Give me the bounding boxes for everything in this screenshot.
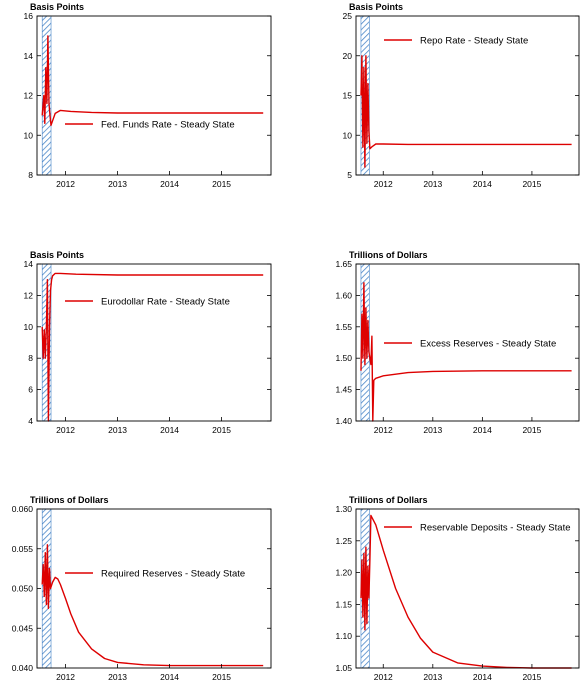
x-tick-label: 2015 bbox=[522, 179, 541, 189]
plot-frame bbox=[36, 15, 272, 176]
y-tick-label: 1.55 bbox=[335, 322, 352, 332]
series-line bbox=[360, 282, 572, 422]
series-line bbox=[41, 272, 264, 422]
y-tick-label: 15 bbox=[343, 91, 353, 101]
unit-label: Basis Points bbox=[30, 2, 84, 12]
x-tick-label: 2014 bbox=[473, 672, 492, 682]
plot-frame bbox=[355, 263, 580, 422]
y-tick-label: 1.30 bbox=[335, 504, 352, 514]
y-tick-label: 1.40 bbox=[335, 416, 352, 426]
chart-panel-1: Basis Points 8 10 12 14 16 2012 2013 2014 2015 Fed… bbox=[24, 2, 272, 189]
legend-label: Eurodollar Rate - Steady State bbox=[101, 297, 230, 308]
y-tick-label: 1.05 bbox=[335, 663, 352, 673]
y-tick-label: 0.050 bbox=[12, 584, 34, 594]
x-tick-label: 2013 bbox=[108, 179, 127, 189]
x-tick-label: 2015 bbox=[522, 425, 541, 435]
y-tick-label: 1.65 bbox=[335, 259, 352, 269]
x-tick-label: 2014 bbox=[160, 425, 179, 435]
legend-label: Reservable Deposits - Steady State bbox=[420, 523, 571, 534]
chart-panel-6: Trillions of Dollars 1.05 1.10 1.15 1.20 1.25… bbox=[335, 495, 580, 682]
y-tick-label: 1.10 bbox=[335, 631, 352, 641]
y-tick-label: 10 bbox=[24, 322, 34, 332]
x-tick-label: 2015 bbox=[212, 425, 231, 435]
chart-panel-3: Basis Points 4 6 8 10 12 14 2012 2013 2014 2015 Eur… bbox=[24, 250, 272, 435]
y-tick-label: 1.50 bbox=[335, 353, 352, 363]
unit-label: Trillions of Dollars bbox=[30, 495, 109, 505]
unit-label: Basis Points bbox=[30, 250, 84, 260]
legend-label: Fed. Funds Rate - Steady State bbox=[101, 120, 235, 131]
unit-label: Trillions of Dollars bbox=[349, 250, 428, 260]
chart-panel-2: Basis Points 5 10 15 20 25 2012 2013 2014 2015 Rep… bbox=[343, 2, 580, 189]
x-tick-label: 2012 bbox=[56, 672, 75, 682]
y-tick-label: 0.060 bbox=[12, 504, 34, 514]
chart-panel-4: Trillions of Dollars 1.40 1.45 1.50 1.55 1.60… bbox=[335, 250, 580, 435]
legend-label: Repo Rate - Steady State bbox=[420, 36, 528, 47]
y-tick-label: 1.15 bbox=[335, 599, 352, 609]
y-tick-label: 14 bbox=[24, 259, 34, 269]
y-tick-label: 1.45 bbox=[335, 385, 352, 395]
x-tick-label: 2015 bbox=[212, 179, 231, 189]
y-tick-label: 20 bbox=[343, 51, 353, 61]
y-tick-label: 5 bbox=[347, 170, 352, 180]
x-tick-label: 2012 bbox=[56, 179, 75, 189]
x-tick-label: 2013 bbox=[423, 425, 442, 435]
x-tick-label: 2015 bbox=[522, 672, 541, 682]
y-tick-label: 12 bbox=[24, 290, 34, 300]
x-tick-label: 2014 bbox=[160, 672, 179, 682]
x-tick-label: 2013 bbox=[423, 672, 442, 682]
y-tick-label: 10 bbox=[343, 130, 353, 140]
series-line bbox=[360, 55, 572, 168]
y-tick-label: 0.045 bbox=[12, 623, 34, 633]
y-tick-label: 4 bbox=[28, 416, 33, 426]
x-tick-label: 2013 bbox=[108, 425, 127, 435]
y-tick-label: 8 bbox=[28, 170, 33, 180]
y-tick-label: 0.055 bbox=[12, 544, 34, 554]
x-tick-label: 2013 bbox=[423, 179, 442, 189]
y-tick-label: 6 bbox=[28, 385, 33, 395]
y-tick-label: 1.25 bbox=[335, 536, 352, 546]
x-tick-label: 2014 bbox=[473, 179, 492, 189]
unit-label: Basis Points bbox=[349, 2, 403, 12]
y-tick-label: 12 bbox=[24, 91, 34, 101]
y-tick-label: 8 bbox=[28, 353, 33, 363]
x-tick-label: 2012 bbox=[56, 425, 75, 435]
plot-frame bbox=[36, 508, 272, 669]
y-tick-label: 25 bbox=[343, 11, 353, 21]
y-tick-label: 1.60 bbox=[335, 290, 352, 300]
plot-frame bbox=[355, 508, 580, 669]
x-tick-label: 2015 bbox=[212, 672, 231, 682]
x-tick-label: 2014 bbox=[473, 425, 492, 435]
series-line bbox=[41, 35, 264, 126]
x-tick-label: 2013 bbox=[108, 672, 127, 682]
x-tick-label: 2014 bbox=[160, 179, 179, 189]
x-tick-label: 2012 bbox=[374, 179, 393, 189]
legend-label: Required Reserves - Steady State bbox=[101, 569, 245, 580]
unit-label: Trillions of Dollars bbox=[349, 495, 428, 505]
series-line bbox=[360, 514, 572, 669]
y-tick-label: 10 bbox=[24, 130, 34, 140]
legend-label: Excess Reserves - Steady State bbox=[420, 339, 556, 350]
x-tick-label: 2012 bbox=[374, 672, 393, 682]
y-tick-label: 16 bbox=[24, 11, 34, 21]
y-tick-label: 1.20 bbox=[335, 568, 352, 578]
y-tick-label: 14 bbox=[24, 51, 34, 61]
x-tick-label: 2012 bbox=[374, 425, 393, 435]
series-line bbox=[41, 544, 264, 667]
y-tick-label: 0.040 bbox=[12, 663, 34, 673]
plot-frame bbox=[36, 263, 272, 422]
chart-panel-5: Trillions of Dollars 0.040 0.045 0.050 0.055… bbox=[12, 495, 272, 682]
